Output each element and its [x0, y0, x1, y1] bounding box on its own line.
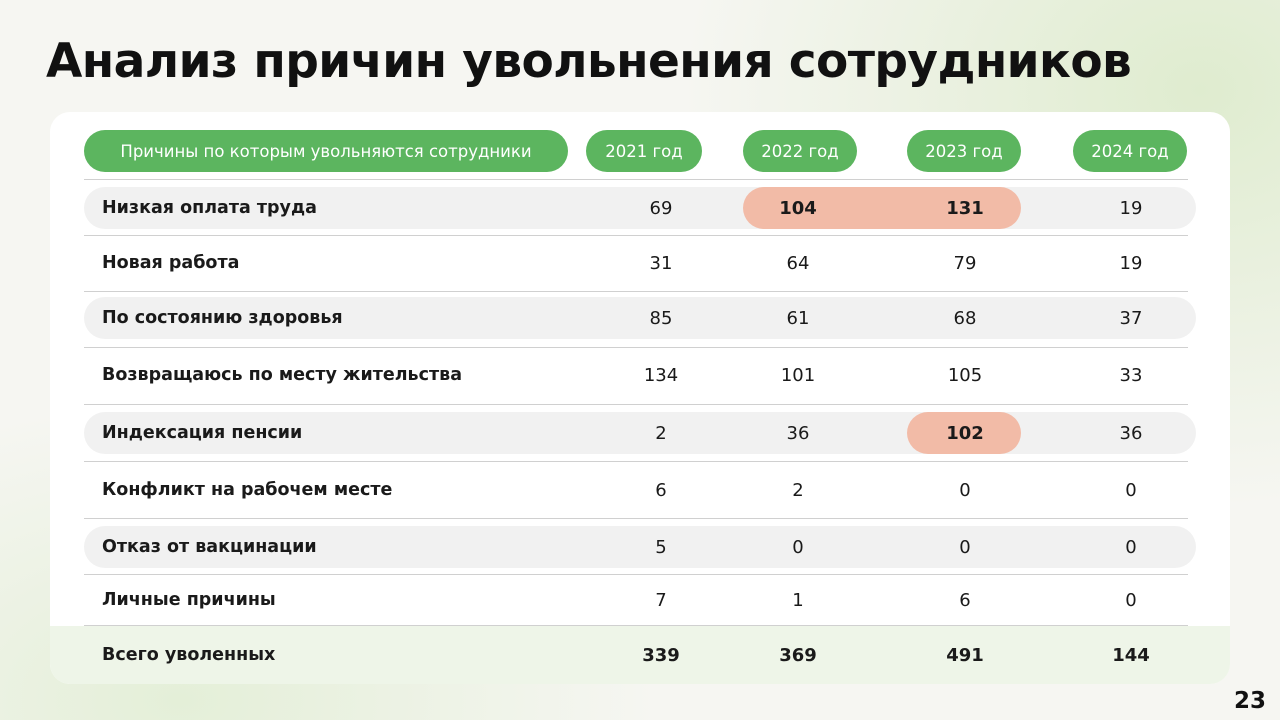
cell-2024: 19	[1119, 252, 1143, 274]
cell-2022: 101	[780, 364, 816, 386]
header-year-2023: 2023 год	[907, 130, 1021, 172]
cell-2024: 19	[1119, 197, 1143, 219]
row-separator	[84, 518, 1188, 519]
header-year-2021: 2021 год	[586, 130, 702, 172]
cell-2021: 5	[655, 536, 667, 558]
table-row: Конфликт на рабочем месте 6 2 0 0	[84, 469, 1196, 511]
cell-2023: 131	[946, 197, 984, 219]
page-title: Анализ причин увольнения сотрудников	[46, 34, 1132, 89]
total-row: Всего уволенных 339 369 491 144	[50, 626, 1230, 684]
table-row: Отказ от вакцинации 5 0 0 0	[84, 526, 1196, 568]
page-number: 23	[1233, 688, 1266, 714]
cell-2024: 33	[1119, 364, 1143, 386]
row-separator	[84, 461, 1188, 462]
cell-2023: 68	[953, 307, 977, 329]
table-row: Возвращаюсь по месту жительства 134 101 …	[84, 354, 1196, 396]
cell-2024: 0	[1125, 536, 1137, 558]
header-year-2024: 2024 год	[1073, 130, 1187, 172]
row-label: Новая работа	[102, 253, 240, 273]
cell-2022: 1	[792, 589, 804, 611]
highlight-bar	[743, 187, 1021, 229]
row-separator	[84, 179, 1188, 180]
cell-2024: 36	[1119, 422, 1143, 444]
highlight-bar	[907, 412, 1021, 454]
row-label: Низкая оплата труда	[102, 198, 317, 218]
cell-2023: 79	[953, 252, 977, 274]
cell-2022: 36	[786, 422, 810, 444]
total-label: Всего уволенных	[102, 645, 276, 665]
cell-2022: 64	[786, 252, 810, 274]
row-separator	[84, 574, 1188, 575]
dismissal-table: Причины по которым увольняются сотрудник…	[50, 112, 1230, 684]
row-separator	[84, 291, 1188, 292]
row-label: Индексация пенсии	[102, 423, 303, 443]
table-row: По состоянию здоровья 85 61 68 37	[84, 297, 1196, 339]
row-separator	[84, 347, 1188, 348]
cell-2024: 37	[1119, 307, 1143, 329]
total-2024: 144	[1112, 644, 1150, 666]
table-row: Личные причины 7 1 6 0	[84, 579, 1196, 621]
cell-2023: 102	[946, 422, 984, 444]
row-label: Возвращаюсь по месту жительства	[102, 365, 463, 385]
cell-2021: 134	[643, 364, 679, 386]
cell-2022: 0	[792, 536, 804, 558]
cell-2023: 6	[959, 589, 971, 611]
cell-2021: 2	[655, 422, 667, 444]
cell-2021: 85	[649, 307, 673, 329]
cell-2023: 0	[959, 479, 971, 501]
row-label: Отказ от вакцинации	[102, 537, 317, 557]
cell-2023: 105	[947, 364, 983, 386]
cell-2021: 69	[649, 197, 673, 219]
total-2023: 491	[946, 644, 984, 666]
row-separator	[84, 625, 1188, 626]
table-row: Новая работа 31 64 79 19	[84, 242, 1196, 284]
row-label: По состоянию здоровья	[102, 308, 343, 328]
row-separator	[84, 235, 1188, 236]
total-2022: 369	[779, 644, 817, 666]
cell-2022: 61	[786, 307, 810, 329]
header-reason: Причины по которым увольняются сотрудник…	[84, 130, 568, 172]
table-row: Индексация пенсии 2 36 102 36	[84, 412, 1196, 454]
cell-2024: 0	[1125, 589, 1137, 611]
cell-2022: 2	[792, 479, 804, 501]
header-year-2022: 2022 год	[743, 130, 857, 172]
cell-2021: 31	[649, 252, 673, 274]
cell-2024: 0	[1125, 479, 1137, 501]
row-label: Личные причины	[102, 590, 276, 610]
table-row: Низкая оплата труда 69 104 131 19	[84, 187, 1196, 229]
cell-2021: 6	[655, 479, 667, 501]
total-2021: 339	[642, 644, 680, 666]
cell-2023: 0	[959, 536, 971, 558]
cell-2021: 7	[655, 589, 667, 611]
cell-2022: 104	[779, 197, 817, 219]
row-label: Конфликт на рабочем месте	[102, 480, 393, 500]
row-separator	[84, 404, 1188, 405]
